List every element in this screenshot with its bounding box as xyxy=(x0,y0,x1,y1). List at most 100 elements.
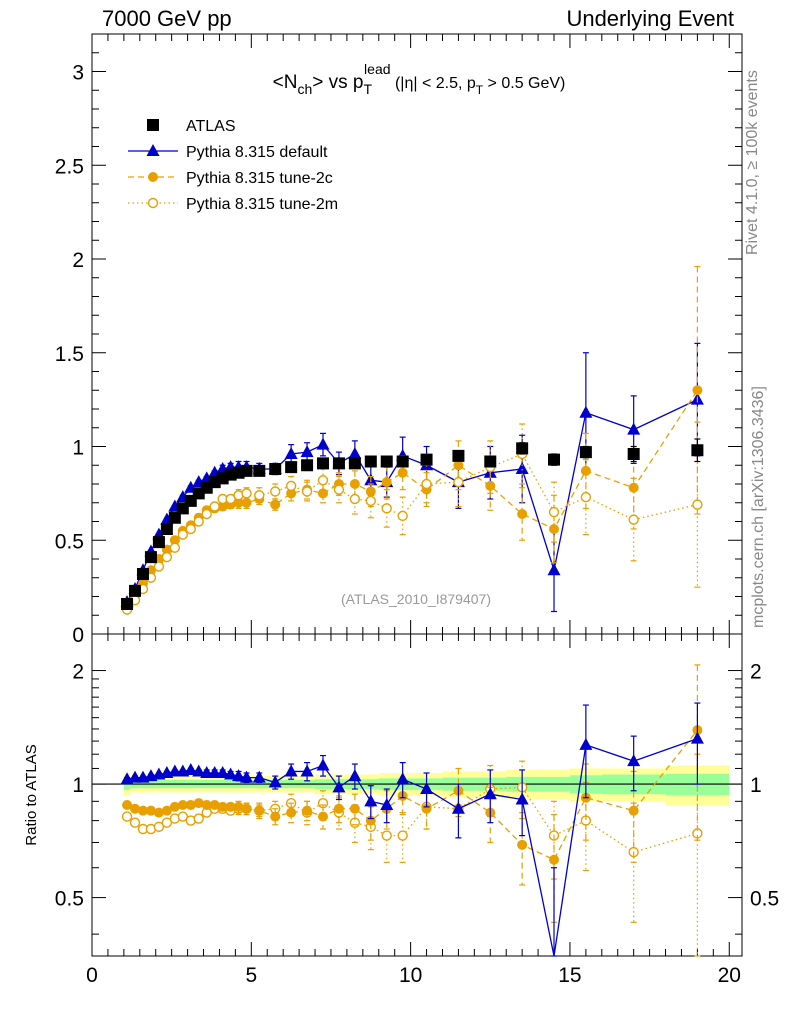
data-point xyxy=(241,803,252,814)
data-point xyxy=(129,584,142,597)
data-point xyxy=(549,854,560,865)
data-point xyxy=(453,460,464,471)
data-point xyxy=(201,508,212,520)
data-point xyxy=(217,501,228,512)
data-point xyxy=(579,737,593,750)
data-point xyxy=(201,800,212,811)
data-point xyxy=(364,455,377,468)
data-point xyxy=(301,459,314,472)
data-point xyxy=(209,800,220,811)
main-y-tick-label: 0 xyxy=(72,624,84,647)
legend-item-pythia-8-315-tune-2m: Pythia 8.315 tune-2m xyxy=(128,196,338,213)
data-point xyxy=(270,499,281,510)
data-point xyxy=(253,464,266,477)
data-point xyxy=(177,800,188,811)
analysis-watermark: (ATLAS_2010_I879407) xyxy=(341,591,491,607)
data-point xyxy=(421,803,432,814)
data-point xyxy=(517,839,528,850)
data-point xyxy=(241,497,252,508)
data-point xyxy=(692,385,703,396)
data-point xyxy=(240,770,254,783)
data-point xyxy=(216,765,230,778)
data-point xyxy=(161,817,173,828)
plot-title: <Nch> vs pTlead (|η| < 2.5, pT > 0.5 GeV… xyxy=(273,61,566,97)
x-tick-label: 0 xyxy=(86,964,98,987)
legend-label: ATLAS xyxy=(186,118,236,135)
data-point xyxy=(130,803,141,814)
pythia-8-315-tune-2m-series xyxy=(121,421,703,615)
data-point xyxy=(184,762,198,775)
x-tick-label: 15 xyxy=(558,964,581,987)
data-point xyxy=(285,461,298,474)
atlas-series xyxy=(121,438,704,610)
data-point xyxy=(121,811,133,822)
data-point xyxy=(348,447,362,459)
data-point xyxy=(452,449,465,462)
main-y-tick-label: 2.5 xyxy=(55,155,84,178)
x-tick-label: 20 xyxy=(718,964,741,987)
data-point xyxy=(193,516,204,527)
main-y-tick-label: 1.5 xyxy=(55,343,84,366)
data-point xyxy=(397,467,408,478)
data-point xyxy=(185,523,196,535)
data-point xyxy=(268,775,282,788)
ratio-y-tick-label-right: 1 xyxy=(750,774,762,797)
data-point xyxy=(318,488,329,499)
data-point xyxy=(549,524,560,534)
pythia-8-315-default-line xyxy=(126,399,698,603)
data-point xyxy=(579,446,592,459)
x-tick-label: 10 xyxy=(399,964,422,987)
data-point xyxy=(317,475,329,486)
data-point xyxy=(284,764,298,777)
ratio-frame xyxy=(91,633,743,957)
data-point xyxy=(332,780,346,793)
data-point xyxy=(515,462,529,474)
main-y-tick-label: 2 xyxy=(72,249,84,272)
data-point xyxy=(453,476,464,488)
data-point xyxy=(548,453,561,466)
pythia-8-315-tune-2m-line xyxy=(126,453,698,611)
data-point xyxy=(169,535,180,546)
data-point xyxy=(515,792,529,805)
data-point xyxy=(333,484,345,495)
pythia-8-315-default-series xyxy=(120,702,704,957)
legend-marker xyxy=(148,172,158,182)
data-point xyxy=(233,801,244,812)
data-point xyxy=(254,490,265,501)
data-point xyxy=(209,501,220,512)
pythia-8-315-tune-2c-line xyxy=(126,389,698,609)
ratio-y-tick-label: 2 xyxy=(72,661,84,684)
data-point xyxy=(192,764,206,777)
ratio-y-tick-label-right: 2 xyxy=(750,661,762,684)
legend-item-pythia-8-315-default: Pythia 8.315 default xyxy=(128,144,328,161)
data-point xyxy=(483,787,497,800)
data-point xyxy=(380,455,393,468)
data-point xyxy=(233,497,244,508)
legend-label: Pythia 8.315 default xyxy=(186,144,328,161)
data-point xyxy=(145,805,156,816)
data-point xyxy=(516,442,529,455)
data-point xyxy=(270,811,281,822)
data-point xyxy=(397,510,408,522)
data-point xyxy=(286,488,297,499)
data-point xyxy=(381,503,392,514)
data-point xyxy=(348,769,362,782)
data-point xyxy=(169,542,181,553)
data-point xyxy=(381,830,392,841)
data-point xyxy=(284,447,298,459)
data-point xyxy=(225,801,236,812)
data-point xyxy=(396,772,410,785)
data-point xyxy=(628,514,639,525)
main-panel: 0 0.5 1 1.5 2 2.5 3 xyxy=(55,33,743,647)
ratio-axis-label: Ratio to ATLAS xyxy=(23,744,40,845)
data-point xyxy=(396,455,409,468)
data-point xyxy=(691,444,704,457)
data-point xyxy=(252,770,266,783)
data-point xyxy=(152,536,165,549)
data-point xyxy=(349,493,361,505)
data-point xyxy=(420,453,433,466)
data-point xyxy=(365,495,376,507)
data-point xyxy=(316,437,330,450)
data-point xyxy=(129,817,141,828)
